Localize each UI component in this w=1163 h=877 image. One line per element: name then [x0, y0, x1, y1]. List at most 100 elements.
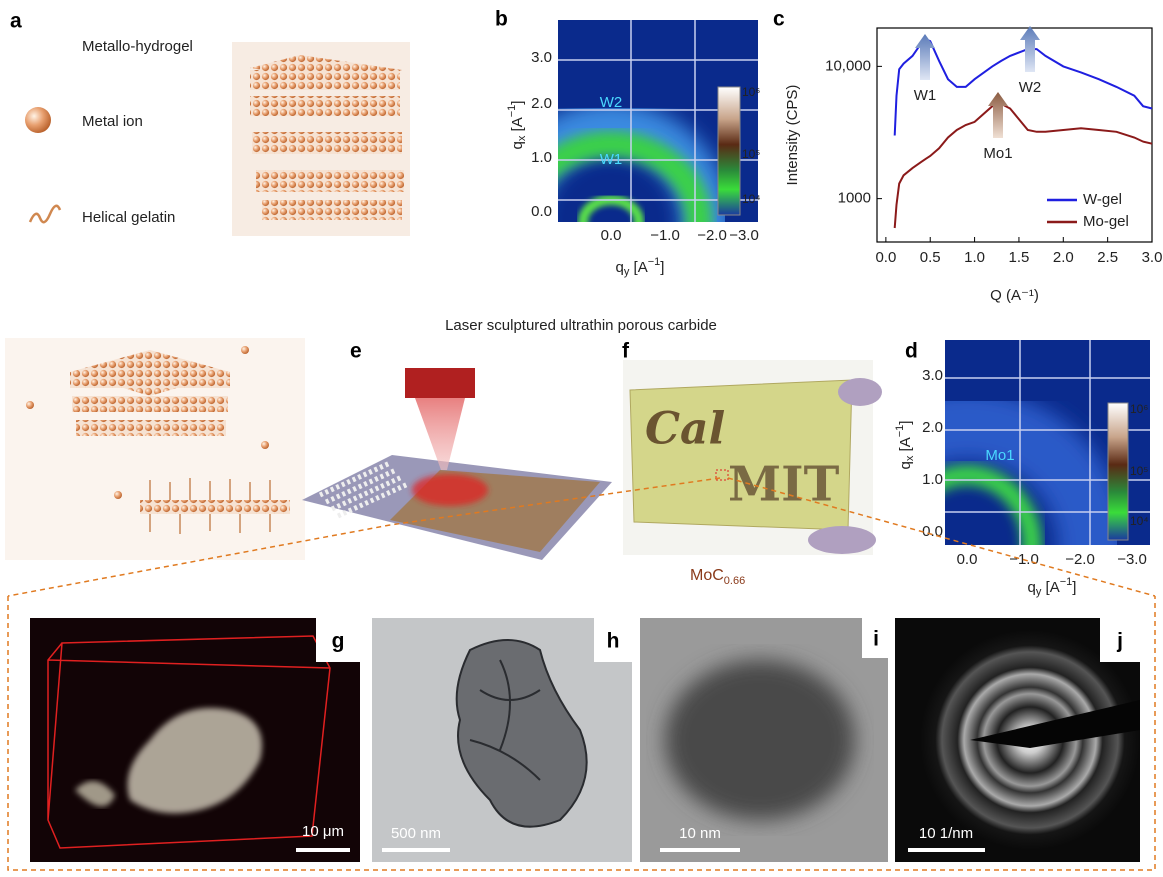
heatmap-d: 10⁶ 10⁵ 10⁴ Mo1 0.0 1.0 2.0 3.0 0.0 −1.0… — [842, 340, 1150, 665]
colorbar-label: 10⁴ — [742, 192, 761, 206]
y-tick-label: 3.0 — [531, 49, 552, 66]
y-tick-label: 1000 — [838, 190, 871, 207]
series-line — [895, 104, 1152, 228]
label-part: [A — [1041, 579, 1059, 596]
y-tick-label: 3.0 — [922, 367, 943, 384]
peak-label: W2 — [600, 94, 623, 111]
colorbar — [718, 87, 740, 215]
label-part: −1 — [506, 105, 518, 118]
panel-label: j — [1116, 630, 1123, 653]
x-tick-label: −2.0 — [697, 227, 727, 244]
panel-label: a — [10, 10, 22, 33]
layer — [250, 96, 400, 116]
x-tick-label: −3.0 — [729, 227, 759, 244]
label-part: ] — [509, 101, 526, 105]
annotation: W1 — [914, 87, 937, 104]
panel-label: f — [622, 340, 630, 363]
layer — [262, 200, 402, 220]
scale-label: 500 nm — [391, 825, 441, 842]
peak-label: Mo1 — [985, 447, 1014, 464]
ion — [114, 491, 122, 499]
legend-label: Metal ion — [82, 113, 143, 130]
colorbar — [1108, 403, 1128, 540]
panel-h-image: h 500 nm — [372, 618, 632, 862]
y-axis-label: qx [A−1] — [894, 421, 916, 470]
scale-label: 10 μm — [302, 823, 344, 840]
label-part: [A — [897, 437, 914, 455]
annotation: Mo1 — [983, 145, 1012, 162]
panel-g-image: g 10 μm — [30, 618, 360, 862]
y-axis-label: Intensity (CPS) — [784, 85, 801, 186]
x-tick-label: −2.0 — [1065, 551, 1095, 568]
x-tick-label: −3.0 — [1117, 551, 1147, 568]
label-part: ] — [897, 421, 914, 425]
photo-text: Cal — [645, 404, 725, 455]
legend-label: W-gel — [1083, 191, 1122, 208]
panel-label: d — [905, 340, 918, 363]
label-part: −1 — [1060, 576, 1073, 588]
x-tick-label: 0.5 — [920, 249, 941, 266]
label-part: ] — [1072, 579, 1076, 596]
layer — [256, 170, 404, 192]
label-part: ] — [660, 259, 664, 276]
y-tick-label: 2.0 — [922, 419, 943, 436]
layer — [72, 396, 228, 412]
label-part: MoC — [690, 567, 724, 584]
y-tick-label: 0.0 — [531, 203, 552, 220]
panel-label: b — [495, 8, 508, 31]
ion — [241, 346, 249, 354]
x-tick-label: 1.0 — [964, 249, 985, 266]
caption: Laser sculptured ultrathin porous carbid… — [445, 317, 717, 334]
ion — [26, 401, 34, 409]
y-tick-label: 1.0 — [531, 149, 552, 166]
laser-spot — [412, 474, 488, 506]
panel-label: g — [332, 630, 345, 653]
laser-illustration — [302, 368, 612, 560]
colorbar-label: 10⁴ — [1130, 514, 1149, 528]
label-part: 0.66 — [724, 575, 745, 587]
x-axis-label: qy [A−1] — [1028, 576, 1077, 598]
scale-label: 10 1/nm — [919, 825, 973, 842]
gel-illustration — [5, 338, 305, 560]
panel-label: i — [873, 628, 879, 651]
label-part: q — [1028, 579, 1036, 596]
y-tick-label: 2.0 — [531, 95, 552, 112]
label-part: q — [509, 141, 526, 149]
label-part: −1 — [894, 425, 906, 438]
x-tick-label: 2.0 — [1053, 249, 1074, 266]
layer — [252, 132, 402, 154]
metal-ion-icon — [25, 107, 51, 133]
page: { "panel_labels": ["a", "b", "c", "d", "… — [0, 0, 1163, 877]
x-tick-label: 1.5 — [1009, 249, 1030, 266]
annotation-arrow — [915, 34, 935, 80]
x-tick-label: 0.0 — [875, 249, 896, 266]
legend-label: Helical gelatin — [82, 209, 175, 226]
colorbar-label: 10⁵ — [1130, 464, 1148, 478]
photo-text: MIT — [728, 457, 840, 513]
panel-a-title: Metallo-hydrogel — [82, 38, 193, 55]
ion — [261, 441, 269, 449]
x-tick-label: 0.0 — [601, 227, 622, 244]
x-tick-label: 3.0 — [1142, 249, 1163, 266]
x-axis-label: Q (A⁻¹) — [990, 287, 1039, 304]
colorbar-label: 10⁶ — [1130, 402, 1148, 416]
y-tick-label: 0.0 — [922, 523, 943, 540]
y-axis-label: qx [A−1] — [506, 101, 528, 150]
photo-f: Cal MIT MoC0.66 — [623, 360, 882, 587]
heatmap-b: 10⁶ 10⁵ 10⁴ W2 W1 0.0 1.0 2.0 3.0 0.0 −1… — [506, 20, 761, 317]
peak-label: W1 — [600, 151, 623, 168]
panel-i-image: i 10 nm — [640, 618, 888, 862]
glove — [808, 526, 876, 554]
panel-j-image: j 10 1/nm — [895, 618, 1140, 862]
x-tick-label: 2.5 — [1097, 249, 1118, 266]
scale-label: 10 nm — [679, 825, 721, 842]
x-axis-label: qy [A−1] — [616, 256, 665, 278]
label-part: [A — [509, 117, 526, 135]
material-label: MoC0.66 — [690, 567, 745, 587]
layer — [70, 372, 230, 388]
gelatin-icon — [30, 206, 60, 222]
figure: a b c d e f Metallo-hydrogel Metal ion H… — [0, 0, 1163, 872]
layer — [76, 420, 226, 436]
annotation: W2 — [1019, 79, 1042, 96]
x-tick-label: 0.0 — [957, 551, 978, 568]
